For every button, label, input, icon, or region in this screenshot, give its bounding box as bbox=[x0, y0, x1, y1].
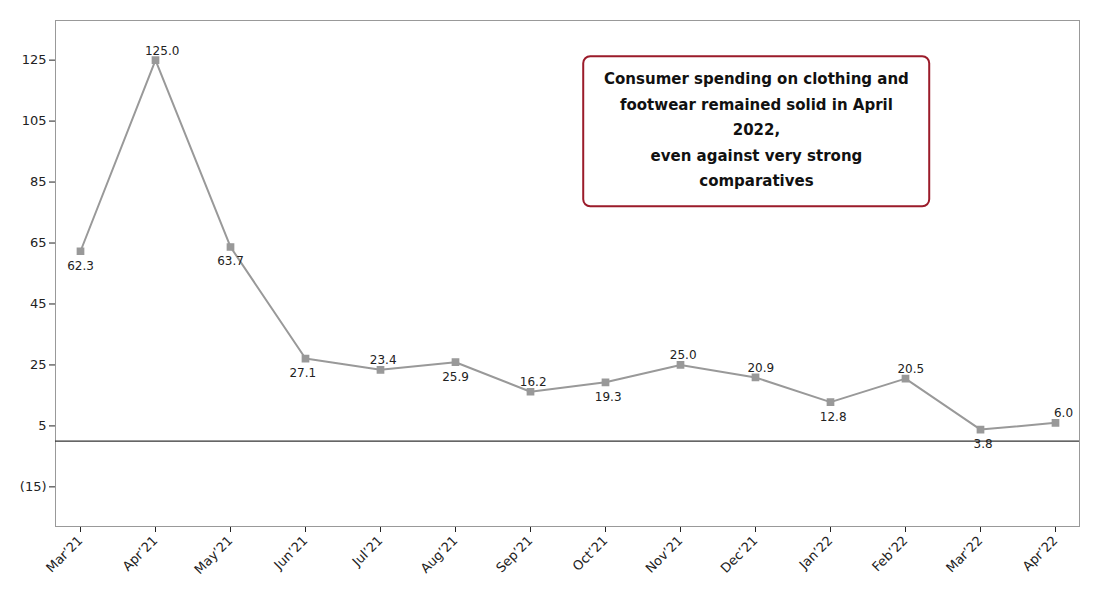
svg-text:Dec’21: Dec’21 bbox=[718, 533, 761, 576]
svg-text:Jul’21: Jul’21 bbox=[349, 533, 386, 570]
svg-text:25.9: 25.9 bbox=[442, 370, 469, 384]
svg-text:6.0: 6.0 bbox=[1054, 406, 1073, 420]
svg-text:Aug’21: Aug’21 bbox=[417, 533, 460, 576]
svg-text:25.0: 25.0 bbox=[670, 348, 697, 362]
svg-text:Nov’21: Nov’21 bbox=[642, 533, 685, 576]
svg-text:105: 105 bbox=[22, 113, 47, 128]
svg-text:23.4: 23.4 bbox=[370, 353, 397, 367]
svg-text:May’21: May’21 bbox=[191, 533, 235, 577]
svg-text:25: 25 bbox=[30, 357, 47, 372]
svg-text:Jan’22: Jan’22 bbox=[795, 533, 835, 573]
svg-text:(15): (15) bbox=[20, 479, 47, 494]
svg-text:62.3: 62.3 bbox=[67, 259, 94, 273]
svg-text:3.8: 3.8 bbox=[974, 437, 993, 451]
svg-text:125.0: 125.0 bbox=[145, 44, 179, 58]
svg-text:Apr’21: Apr’21 bbox=[119, 533, 160, 574]
svg-text:45: 45 bbox=[30, 296, 47, 311]
svg-text:16.2: 16.2 bbox=[520, 375, 547, 389]
svg-text:Feb’22: Feb’22 bbox=[869, 533, 911, 575]
svg-text:27.1: 27.1 bbox=[289, 366, 316, 380]
svg-text:Mar’22: Mar’22 bbox=[943, 533, 986, 576]
svg-text:12.8: 12.8 bbox=[820, 410, 847, 424]
html-text:Consumer spending on clothing: Consumer spending on clothing and footwe… bbox=[604, 70, 909, 191]
svg-text:20.9: 20.9 bbox=[747, 361, 774, 375]
svg-text:85: 85 bbox=[30, 174, 47, 189]
svg-text:63.7: 63.7 bbox=[217, 254, 244, 268]
svg-text:20.5: 20.5 bbox=[897, 362, 924, 376]
svg-text:Oct’21: Oct’21 bbox=[569, 533, 610, 574]
svg-text:Jun’21: Jun’21 bbox=[270, 533, 310, 573]
svg-text:65: 65 bbox=[30, 235, 47, 250]
svg-text:125: 125 bbox=[22, 52, 47, 67]
svg-text:19.3: 19.3 bbox=[595, 390, 622, 404]
svg-text:Apr’22: Apr’22 bbox=[1019, 533, 1060, 574]
svg-text:Sep’21: Sep’21 bbox=[493, 533, 536, 576]
svg-text:Mar’21: Mar’21 bbox=[43, 533, 86, 576]
svg-text:5: 5 bbox=[38, 418, 46, 433]
